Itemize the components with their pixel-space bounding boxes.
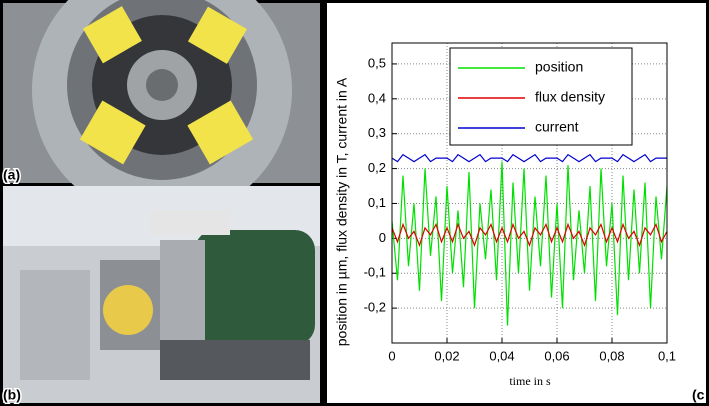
- photo-b: [3, 186, 320, 403]
- y-tick-label: -0,2: [364, 300, 386, 315]
- y-tick-label: 0,4: [368, 90, 386, 105]
- legend-label: position: [535, 59, 583, 75]
- x-tick-label: 0,04: [489, 348, 514, 363]
- x-tick-label: 0,1: [658, 348, 676, 363]
- panel-label: (a): [3, 167, 20, 183]
- y-tick-label: 0,2: [368, 160, 386, 175]
- x-axis-label: time in s: [509, 374, 551, 388]
- legend-label: flux density: [535, 89, 605, 105]
- x-tick-label: 0,02: [434, 348, 459, 363]
- data-line: [391, 222, 668, 248]
- plot-frame: [391, 42, 668, 344]
- photo-a: [3, 0, 320, 220]
- legend-box: [449, 47, 633, 146]
- x-tick-label: 0,08: [599, 348, 624, 363]
- panel-label: (c: [692, 387, 705, 403]
- y-tick-label: 0,3: [368, 125, 386, 140]
- y-tick-label: 0,5: [368, 55, 386, 70]
- y-tick-label: 0,1: [368, 195, 386, 210]
- y-tick-label: -0,1: [364, 265, 386, 280]
- panel-label: (b): [3, 387, 21, 403]
- legend-label: current: [535, 119, 579, 135]
- x-tick-label: 0,06: [544, 348, 569, 363]
- y-tick-label: 0: [379, 230, 386, 245]
- y-axis-label: position in µm, flux density in T, curre…: [334, 77, 350, 346]
- data-line: [391, 153, 667, 163]
- x-tick-label: 0: [388, 348, 395, 363]
